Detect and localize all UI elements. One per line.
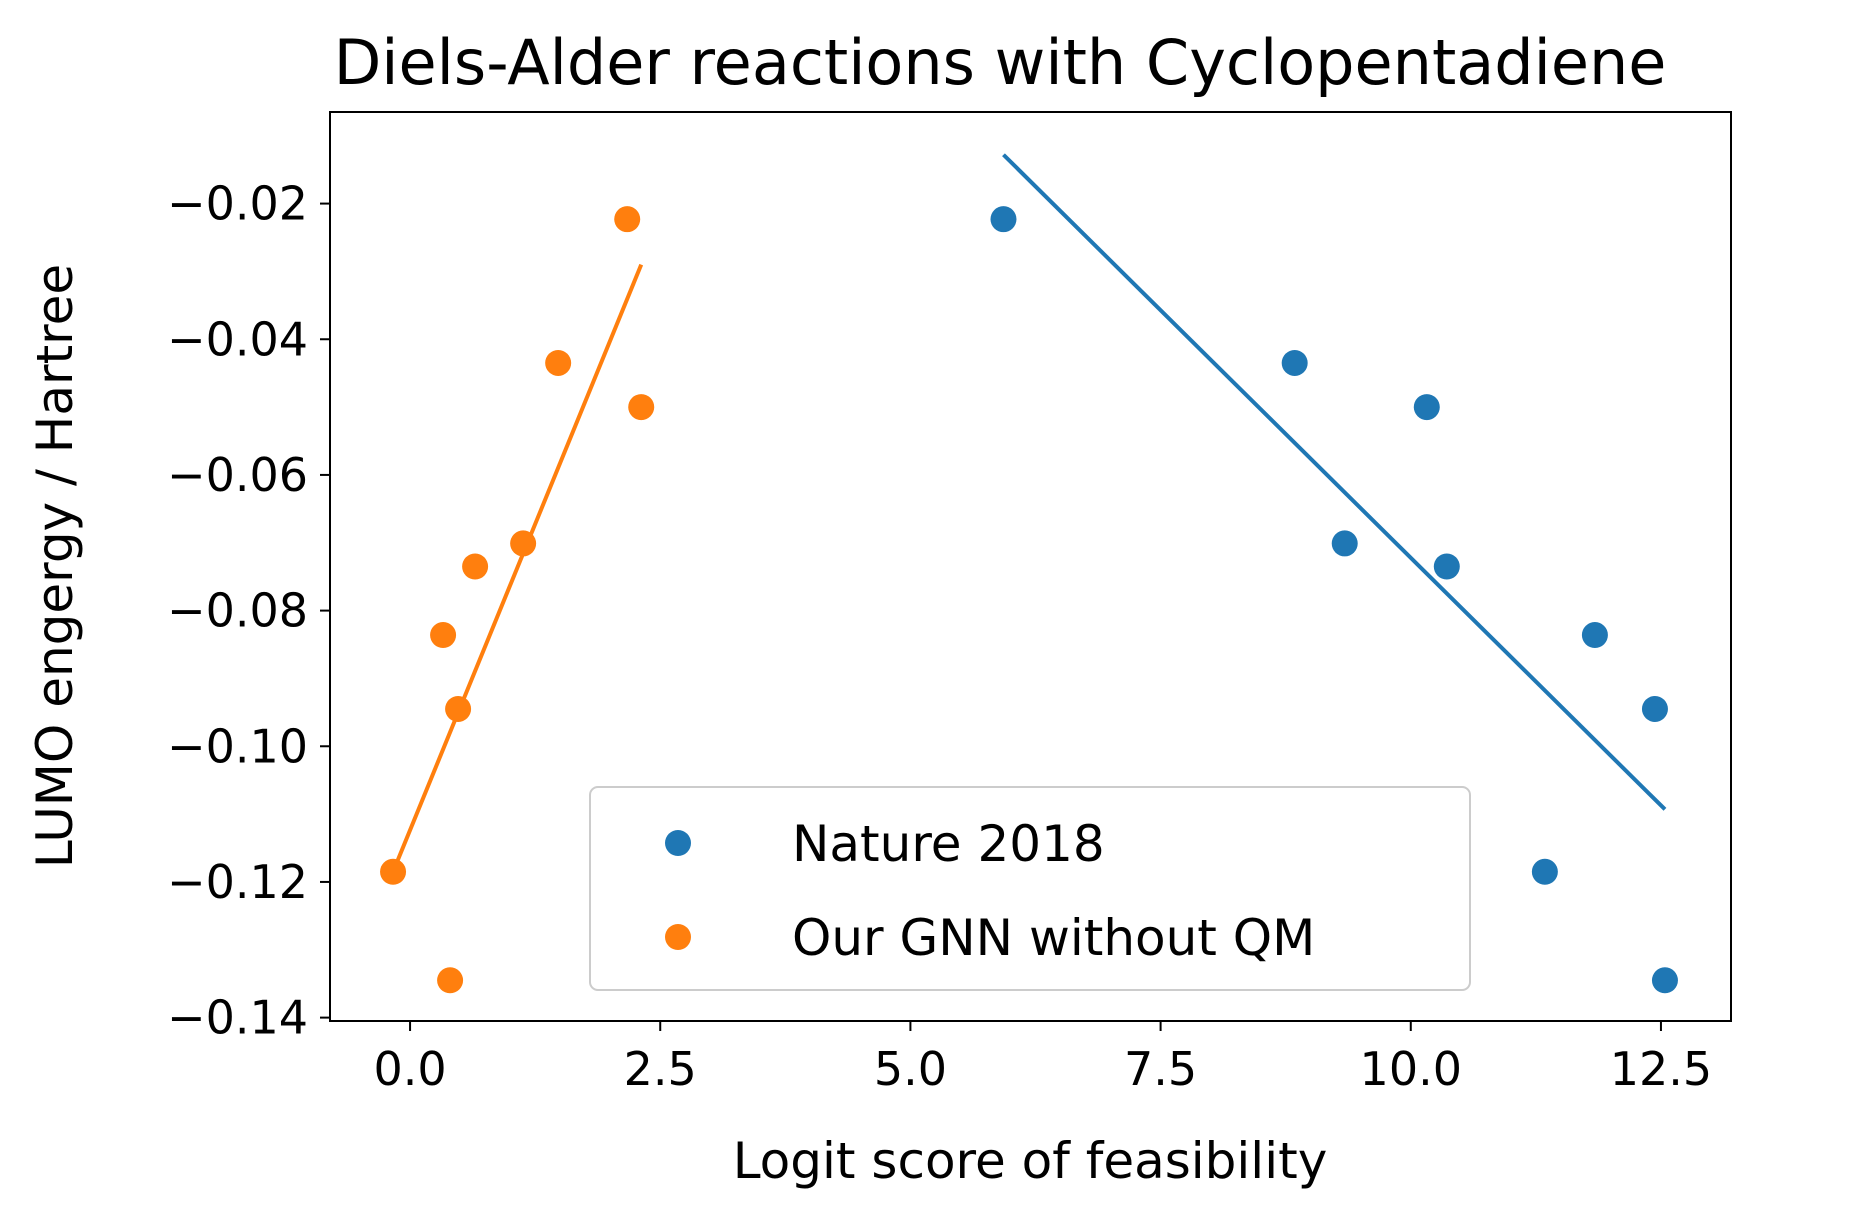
legend-label: Our GNN without QM (792, 909, 1315, 967)
data-point-our-gnn (380, 858, 407, 885)
x-tick-label: 10.0 (1360, 1042, 1462, 1096)
fit-line-our-gnn (391, 263, 644, 873)
data-point-nature-2018 (990, 206, 1017, 233)
legend: Nature 2018 Our GNN without QM (589, 786, 1471, 991)
legend-label: Nature 2018 (792, 815, 1105, 873)
data-point-our-gnn (437, 967, 464, 994)
data-point-our-gnn (614, 206, 641, 233)
x-tick-label: 5.0 (874, 1042, 947, 1096)
legend-marker (665, 924, 691, 950)
y-axis: −0.02 −0.04 −0.06 −0.08 −0.10 −0.12 −0.14 (167, 177, 330, 1045)
data-point-nature-2018 (1641, 695, 1668, 722)
data-point-nature-2018 (1531, 858, 1558, 885)
data-point-nature-2018 (1413, 394, 1440, 421)
legend-box (589, 786, 1471, 991)
x-tick-label: 0.0 (373, 1042, 446, 1096)
y-tick-label: −0.14 (167, 991, 308, 1045)
y-tick-label: −0.08 (167, 584, 308, 638)
legend-marker (665, 830, 691, 856)
y-tick-label: −0.06 (167, 448, 308, 502)
y-tick-label: −0.02 (167, 177, 308, 231)
data-point-our-gnn (510, 530, 537, 557)
data-point-nature-2018 (1651, 967, 1678, 994)
data-point-our-gnn (462, 553, 489, 580)
data-point-our-gnn (628, 394, 655, 421)
fit-line-nature-2018 (1002, 153, 1667, 811)
data-point-our-gnn (430, 622, 457, 649)
data-point-nature-2018 (1581, 622, 1608, 649)
plot-frame (329, 111, 1732, 1022)
y-tick-label: −0.04 (167, 312, 308, 366)
plot-area (380, 153, 1678, 994)
x-tick-label: 2.5 (624, 1042, 697, 1096)
data-point-nature-2018 (1433, 553, 1460, 580)
x-axis: 0.0 2.5 5.0 7.5 10.0 12.5 (373, 1021, 1712, 1096)
data-point-our-gnn (445, 695, 472, 722)
y-tick-label: −0.12 (167, 855, 308, 909)
y-tick-label: −0.10 (167, 719, 308, 773)
x-tick-label: 12.5 (1610, 1042, 1712, 1096)
y-axis-label: LUMO engergy / Hartree (26, 264, 84, 868)
chart-title: Diels-Alder reactions with Cyclopentadie… (334, 26, 1667, 99)
data-point-nature-2018 (1281, 349, 1308, 376)
data-point-our-gnn (545, 349, 572, 376)
data-point-nature-2018 (1331, 530, 1358, 557)
x-axis-label: Logit score of feasibility (733, 1132, 1328, 1190)
x-tick-label: 7.5 (1124, 1042, 1197, 1096)
